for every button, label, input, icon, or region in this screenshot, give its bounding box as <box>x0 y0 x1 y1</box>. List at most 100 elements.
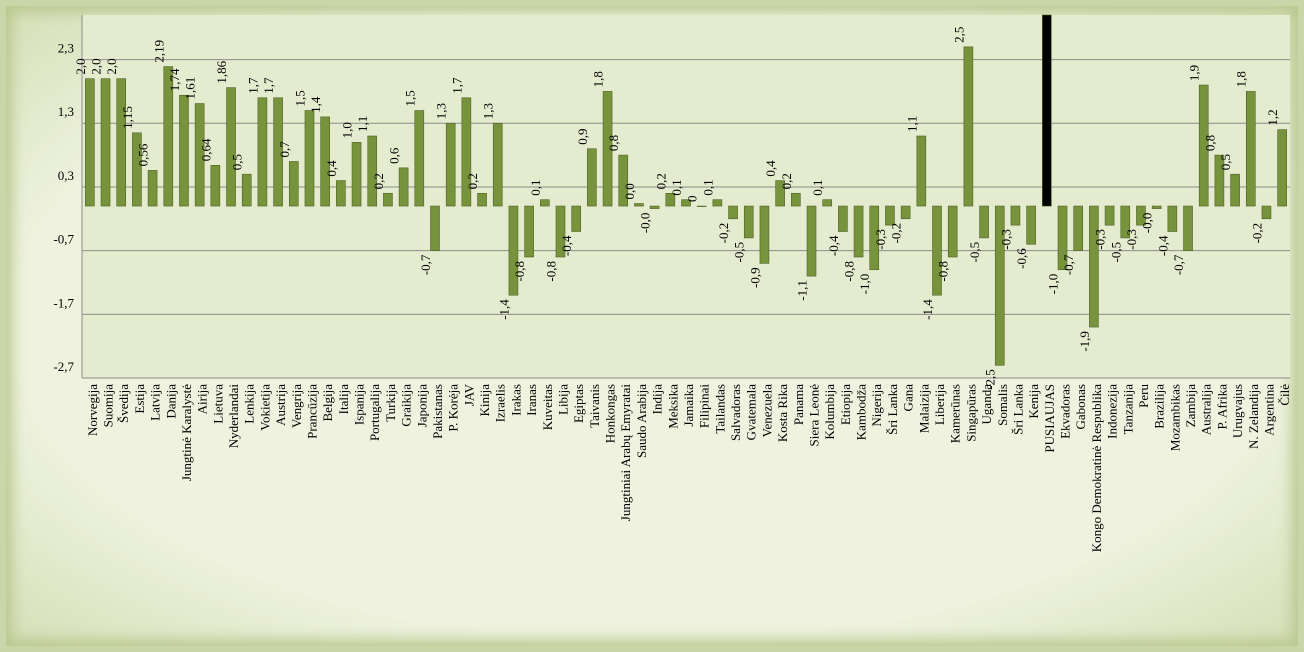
x-tick-label: Graikija <box>399 384 414 427</box>
value-label: 1,4 <box>308 96 323 113</box>
bar <box>947 205 958 258</box>
value-label: -0,0 <box>1140 213 1155 234</box>
bar <box>367 135 378 207</box>
x-tick-label: Portugalija <box>367 384 382 441</box>
x-tick-label: Prancūzija <box>304 384 319 439</box>
x-tick-label: Vengrija <box>289 384 304 428</box>
value-label: 0,6 <box>387 147 402 164</box>
x-tick-label: Ispanija <box>352 384 367 425</box>
bar <box>900 205 911 220</box>
x-tick-label: Liberija <box>932 384 947 425</box>
value-label: -0,7 <box>418 254 433 275</box>
value-label: 0,56 <box>136 143 151 166</box>
value-label: 1,1 <box>904 116 919 132</box>
value-label: 0,2 <box>653 173 668 189</box>
x-tick-label: Somalis <box>995 384 1010 426</box>
value-label: 2,0 <box>89 58 104 74</box>
x-tick-label: Lenkija <box>242 384 257 424</box>
x-tick-label: JAV <box>461 383 476 406</box>
value-label: 0,4 <box>324 160 339 177</box>
x-tick-label: Nigerija <box>869 384 884 427</box>
bar <box>602 91 613 207</box>
value-label: 1,1 <box>355 116 370 132</box>
value-label: 0,5 <box>230 154 245 170</box>
value-label: 2,5 <box>951 27 966 43</box>
x-tick-label: Ekvadoras <box>1058 384 1073 439</box>
value-label: -0,3 <box>1093 229 1108 250</box>
value-label: -2,5 <box>983 369 998 390</box>
value-label: 1,3 <box>481 103 496 119</box>
x-tick-label: Filipinai <box>697 384 712 428</box>
value-label: -0,7 <box>1171 254 1186 275</box>
value-label: 1,15 <box>120 106 135 129</box>
bar <box>1073 205 1084 251</box>
x-tick-label: Uganda <box>979 384 994 425</box>
bar <box>288 161 299 207</box>
bar <box>1089 205 1099 328</box>
value-label: 0,1 <box>700 179 715 195</box>
y-tick-label: -2,7 <box>53 359 74 374</box>
bar <box>1151 205 1162 209</box>
bar <box>540 199 550 207</box>
bar <box>414 110 425 207</box>
bar <box>1167 205 1178 232</box>
value-label: -1,4 <box>496 299 511 320</box>
value-label: 0,9 <box>575 128 590 144</box>
bar <box>398 167 409 207</box>
bar <box>994 205 1005 366</box>
bar <box>932 205 942 296</box>
bar <box>1277 129 1287 207</box>
bar <box>194 103 205 207</box>
x-tick-label: Urugvajus <box>1230 384 1245 438</box>
bar <box>163 66 174 207</box>
x-tick-label: Gabonas <box>1073 384 1088 430</box>
x-tick-label: Jungtinė Karalystė <box>179 384 194 481</box>
value-label: -0,6 <box>1014 248 1029 269</box>
bar <box>179 94 189 207</box>
value-label: 1,8 <box>1234 71 1249 87</box>
x-tick-label: P. Afrika <box>1214 384 1229 430</box>
value-label: 1,2 <box>1265 109 1280 125</box>
bar <box>791 193 801 207</box>
x-tick-label: Irakas <box>508 384 523 416</box>
value-label: -0,5 <box>967 242 982 263</box>
value-label: -1,4 <box>920 299 935 320</box>
x-tick-label: Indonezija <box>1105 384 1120 439</box>
x-tick-label: Meksika <box>665 384 680 429</box>
value-label: 1,7 <box>261 77 276 94</box>
x-tick-label: Kamerūnas <box>948 384 963 443</box>
x-tick-label: Panama <box>791 384 806 425</box>
value-label: -0,4 <box>826 235 841 256</box>
bar <box>916 135 927 207</box>
x-tick-label: Šri Lanka <box>885 384 900 435</box>
bar <box>1198 84 1209 207</box>
x-tick-label: Japonija <box>414 384 429 428</box>
bar <box>869 205 880 271</box>
value-label: 1,7 <box>449 77 464 94</box>
value-label: 0,7 <box>277 141 292 158</box>
value-label: 1,86 <box>214 60 229 83</box>
value-label: 1,7 <box>245 77 260 94</box>
x-tick-label: Šri Lanka <box>1010 384 1025 435</box>
bar <box>712 199 723 207</box>
x-tick-label: PUSIAUJAS <box>1042 384 1057 453</box>
value-label: -0,8 <box>512 261 527 282</box>
x-tick-label: N. Zelandija <box>1246 384 1261 449</box>
bar <box>320 116 330 207</box>
x-tick-label: Norvegija <box>85 384 100 436</box>
x-tick-label: Pakistanas <box>430 384 445 439</box>
value-label: 1,3 <box>434 103 449 119</box>
x-tick-label: Mozambikas <box>1167 384 1182 451</box>
value-label: 2,0 <box>104 58 119 74</box>
x-tick-label: Airija <box>195 384 210 415</box>
value-label: 0 <box>685 196 700 203</box>
value-label: 0,8 <box>606 135 621 151</box>
x-tick-label: Gvatemala <box>744 384 759 441</box>
plot-area <box>82 15 1290 378</box>
value-label: -1,0 <box>1046 274 1061 295</box>
bar <box>147 170 158 207</box>
value-label: 1,8 <box>591 71 606 87</box>
x-tick-label: Taivanis <box>587 384 602 428</box>
value-label: -0,8 <box>842 261 857 282</box>
